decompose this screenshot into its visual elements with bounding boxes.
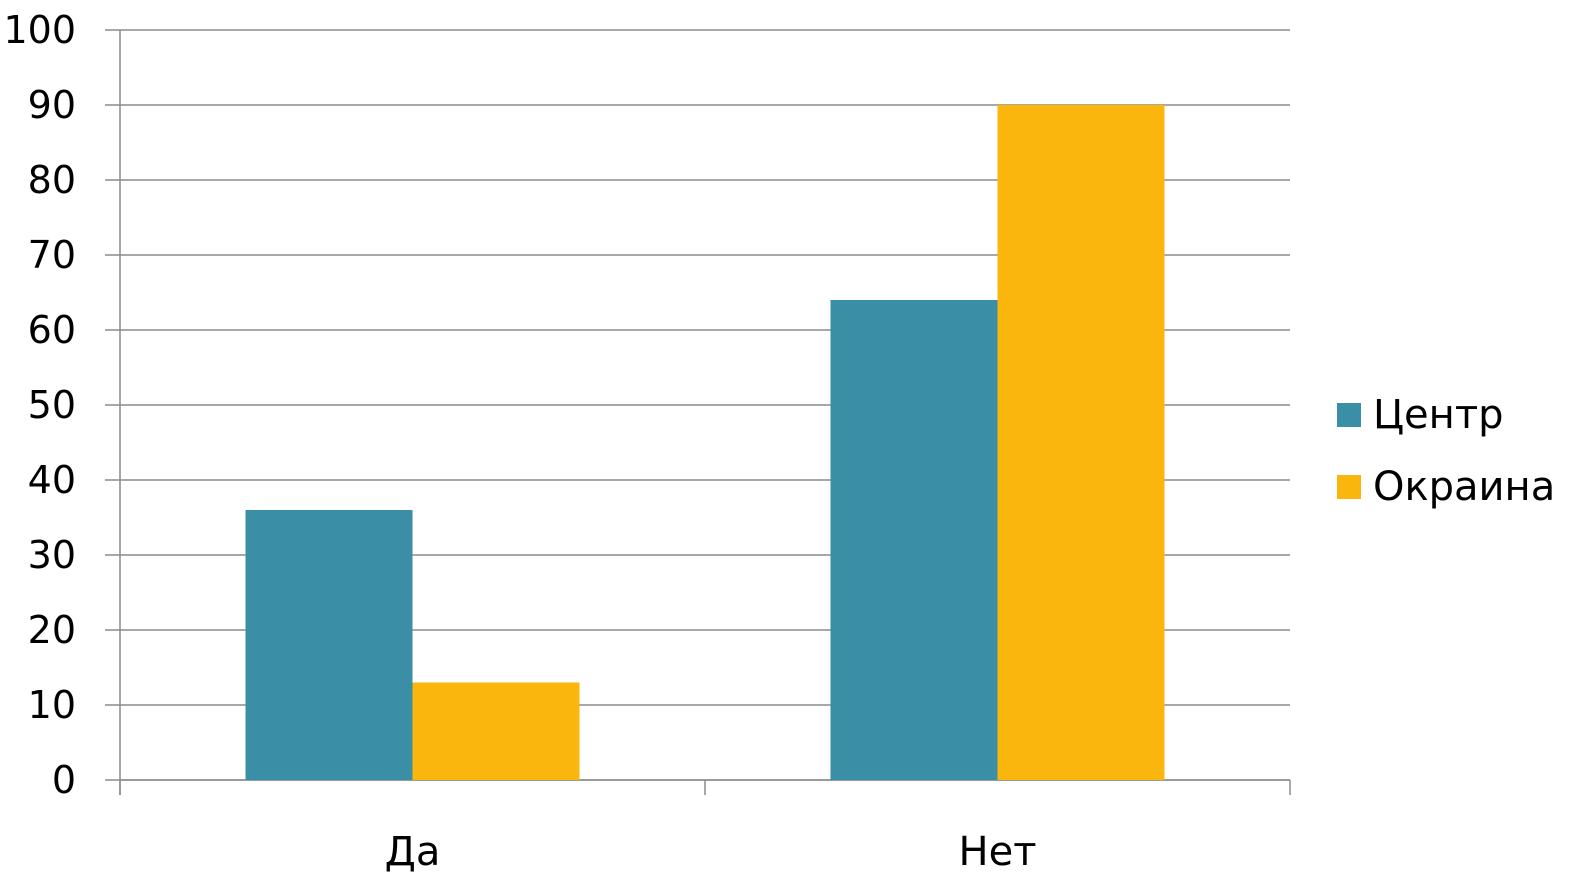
x-category-labels: Да Нет (385, 829, 1037, 875)
legend-swatch-Центр (1337, 403, 1361, 427)
legend-swatch-Окраина (1337, 475, 1361, 499)
x-category-label: Нет (959, 829, 1037, 875)
bars (245, 105, 1165, 780)
y-tick-label: 0 (52, 758, 76, 802)
bar-Да-Окраина (412, 682, 580, 780)
y-tick-label: 20 (28, 608, 76, 652)
legend-label: Окраина (1373, 464, 1555, 510)
y-tick-label: 40 (28, 458, 76, 502)
legend: Центр Окраина (1337, 392, 1555, 510)
y-tick-labels: 0 10 20 30 40 50 60 70 80 90 100 (3, 8, 76, 802)
y-tick-label: 10 (28, 683, 76, 727)
y-tick-label: 100 (3, 8, 76, 52)
bar-Нет-Центр (830, 300, 998, 780)
bar-Да-Центр (245, 510, 413, 780)
legend-label: Центр (1373, 392, 1504, 438)
y-tick-label: 90 (28, 83, 76, 127)
bar-Нет-Окраина (997, 105, 1165, 780)
y-tick-label: 50 (28, 383, 76, 427)
y-tick-label: 30 (28, 533, 76, 577)
x-category-label: Да (385, 829, 441, 875)
y-tick-label: 80 (28, 158, 76, 202)
y-tick-label: 60 (28, 308, 76, 352)
y-tick-label: 70 (28, 233, 76, 277)
